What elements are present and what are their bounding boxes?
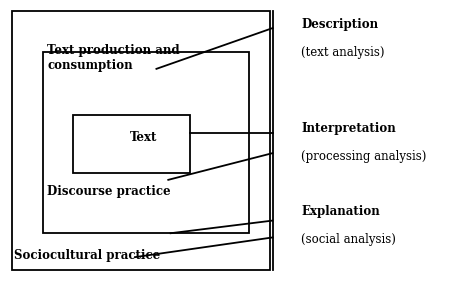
Text: Text production and
consumption: Text production and consumption: [47, 44, 180, 72]
Text: Sociocultural practice: Sociocultural practice: [14, 249, 161, 262]
Bar: [73, 115, 190, 173]
Text: Text: Text: [130, 131, 158, 144]
Text: Discourse practice: Discourse practice: [47, 185, 171, 198]
Bar: [43, 52, 249, 233]
Text: (social analysis): (social analysis): [301, 233, 396, 246]
Text: Description: Description: [301, 18, 378, 31]
Bar: [12, 11, 270, 270]
Text: Explanation: Explanation: [301, 205, 380, 218]
Text: (text analysis): (text analysis): [301, 46, 384, 59]
Text: Interpretation: Interpretation: [301, 122, 396, 135]
Text: (processing analysis): (processing analysis): [301, 150, 427, 163]
